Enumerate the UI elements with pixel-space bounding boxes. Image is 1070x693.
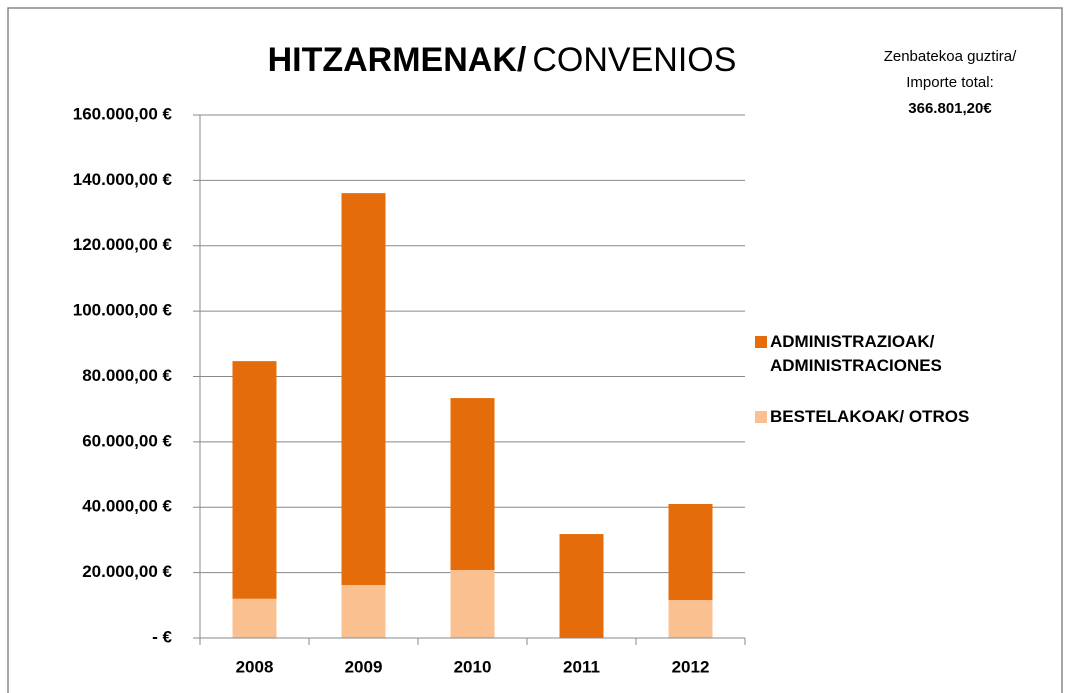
y-tick-label: 160.000,00 € <box>73 104 173 123</box>
title-normal: CONVENIOS <box>532 41 736 79</box>
legend-swatch <box>755 336 767 348</box>
y-tick-label: 20.000,00 € <box>82 562 172 581</box>
x-tick-label: 2012 <box>672 657 710 676</box>
bar-segment <box>668 503 713 601</box>
y-tick-label: 140.000,00 € <box>73 170 173 189</box>
legend-label: ADMINISTRAZIOAK/ ADMINISTRACIONES <box>770 332 942 375</box>
x-tick-label: 2010 <box>454 657 492 676</box>
chart-title: HITZARMENAK/CONVENIOS <box>268 41 737 79</box>
y-tick-label: 120.000,00 € <box>73 235 173 254</box>
x-tick-label: 2011 <box>563 657 600 676</box>
bar-segment <box>232 598 277 638</box>
annotation: Zenbatekoa guztira/ <box>884 48 1017 65</box>
legend-entry: BESTELAKOAK/ OTROS <box>755 405 1040 429</box>
x-tick-label: 2008 <box>236 657 274 676</box>
x-tick-label: 2009 <box>345 657 383 676</box>
bar-segment <box>232 361 277 599</box>
y-tick-label: 60.000,00 € <box>82 431 172 450</box>
bar-segment <box>450 398 495 571</box>
annotation: 366.801,20€ <box>908 100 992 117</box>
chart-frame <box>7 7 1063 693</box>
title-bold: HITZARMENAK/ <box>268 41 527 79</box>
bar-segment <box>341 193 386 586</box>
legend-swatch <box>755 411 767 423</box>
bar-segment <box>341 585 386 638</box>
y-tick-label: 80.000,00 € <box>82 366 172 385</box>
y-tick-label: 100.000,00 € <box>73 301 173 320</box>
bar-segment <box>559 534 604 638</box>
legend-label: BESTELAKOAK/ OTROS <box>770 407 970 426</box>
legend-entry: ADMINISTRAZIOAK/ ADMINISTRACIONES <box>755 330 1040 378</box>
y-tick-label: - € <box>152 627 172 646</box>
y-tick-label: 40.000,00 € <box>82 497 172 516</box>
annotation: Importe total: <box>906 74 994 91</box>
bar-segment <box>450 570 495 638</box>
bar-segment <box>668 600 713 638</box>
